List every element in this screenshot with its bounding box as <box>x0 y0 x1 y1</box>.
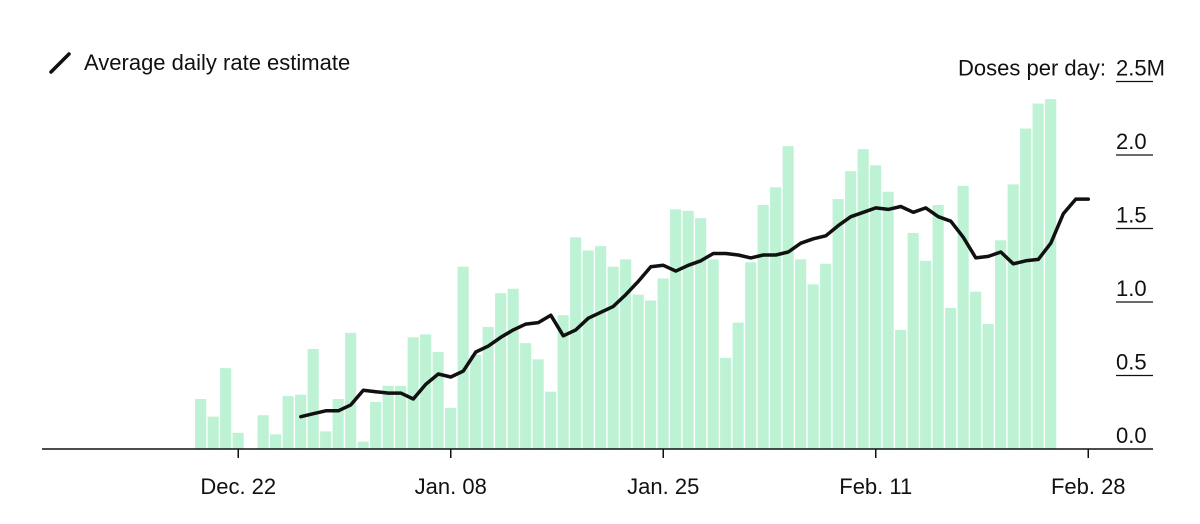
bar <box>807 284 819 449</box>
bar <box>470 354 482 449</box>
x-axis: Dec. 22 Jan. 08 Jan. 25 Feb. 11 Feb. 28 <box>42 448 1153 499</box>
bar <box>432 351 444 449</box>
bar <box>670 209 682 449</box>
bar <box>195 399 207 449</box>
bar <box>295 394 307 449</box>
bar <box>682 210 694 449</box>
y-tick-label: 0.0 <box>1116 423 1147 448</box>
bar <box>307 349 319 449</box>
bar <box>420 334 432 449</box>
bar <box>582 250 594 449</box>
x-tick-label: Dec. 22 <box>200 474 276 499</box>
average-line-layer <box>299 197 1091 419</box>
bar <box>820 263 832 449</box>
bar <box>732 322 744 449</box>
bar <box>1020 128 1032 450</box>
bar <box>695 218 707 449</box>
bar <box>607 266 619 449</box>
x-tick-label: Feb. 11 <box>839 474 912 499</box>
bar <box>995 240 1007 449</box>
bars <box>195 99 1057 450</box>
bar <box>507 288 519 449</box>
bar <box>382 385 394 449</box>
legend-label: Average daily rate estimate <box>84 50 351 75</box>
bar <box>920 260 932 449</box>
bar <box>1007 184 1019 449</box>
bar <box>795 259 807 449</box>
bar <box>832 199 844 449</box>
x-tick-label: Jan. 25 <box>627 474 699 499</box>
bar <box>357 441 369 449</box>
y-axis: 0.0 0.5 1.0 1.5 2.0 2.5M Doses per day: <box>958 56 1165 449</box>
bar <box>632 294 644 449</box>
bar <box>320 431 332 449</box>
bar <box>282 396 294 449</box>
bar <box>957 185 969 449</box>
bar <box>720 357 732 449</box>
bar <box>407 337 419 449</box>
bar <box>520 343 532 449</box>
bar <box>595 246 607 449</box>
bar <box>982 324 994 449</box>
bar <box>657 278 669 449</box>
gridlines <box>1116 80 1153 377</box>
bar <box>907 232 919 449</box>
x-tick-label: Jan. 08 <box>415 474 487 499</box>
y-tick-label: 2.5M <box>1116 56 1165 81</box>
bar <box>345 332 357 449</box>
y-tick-label: 0.5 <box>1116 350 1147 375</box>
bar <box>770 187 782 449</box>
bar <box>482 326 494 449</box>
bar <box>332 399 344 449</box>
bar <box>220 368 232 449</box>
y-tick-label: 2.0 <box>1116 129 1147 154</box>
bar <box>782 146 794 449</box>
bar <box>945 307 957 449</box>
bar <box>932 204 944 449</box>
bar <box>445 407 457 449</box>
bar <box>495 293 507 449</box>
bar <box>270 434 282 449</box>
y-tick-label: 1.5 <box>1116 203 1147 228</box>
average-line <box>299 197 1091 419</box>
legend: Average daily rate estimate <box>48 50 350 76</box>
bar <box>532 359 544 449</box>
bar <box>257 415 269 449</box>
bar <box>457 266 469 449</box>
bar <box>845 171 857 450</box>
bar <box>1045 99 1057 449</box>
y-axis-title: Doses per day: <box>958 56 1106 81</box>
bar <box>895 329 907 449</box>
bar <box>707 259 719 449</box>
bar <box>207 416 219 449</box>
bar <box>620 259 632 449</box>
bar <box>645 300 657 449</box>
bar <box>395 385 407 449</box>
bar <box>370 401 382 449</box>
x-tick-label: Feb. 28 <box>1051 474 1126 499</box>
bar <box>745 262 757 449</box>
bar <box>545 391 557 449</box>
bar <box>757 204 769 449</box>
bar <box>870 165 882 450</box>
y-tick-label: 1.0 <box>1116 276 1147 301</box>
bar <box>570 237 582 449</box>
bar <box>882 191 894 449</box>
bar <box>232 432 244 449</box>
legend-line-icon <box>49 52 71 74</box>
bar <box>970 291 982 449</box>
bar <box>1032 103 1044 450</box>
bar <box>557 315 569 449</box>
bar <box>857 149 869 449</box>
